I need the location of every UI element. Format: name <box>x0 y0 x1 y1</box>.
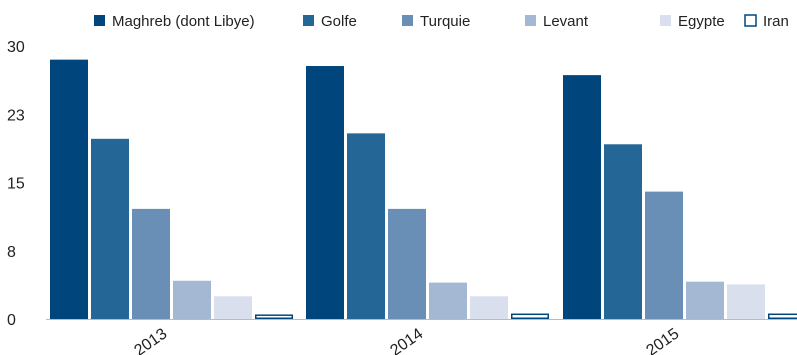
legend-label-2: Turquie <box>420 13 470 30</box>
bar-2014-0 <box>306 66 344 320</box>
bar-2014-1 <box>347 133 385 319</box>
legend-label-5: Iran <box>763 13 789 30</box>
bar-2014-2 <box>388 208 426 319</box>
y-tick-label-3: 23 <box>7 107 25 124</box>
bar-2013-0 <box>50 59 88 320</box>
y-tick-label-2: 15 <box>7 176 25 193</box>
bar-2015-3 <box>686 281 724 319</box>
legend-swatch-4 <box>660 15 671 26</box>
bar-2015-2 <box>645 191 683 319</box>
bar-2013-1 <box>91 138 129 319</box>
legend-label-1: Golfe <box>321 13 357 30</box>
x-tick-label-2015: 2015 <box>643 325 682 355</box>
legend-label-4: Egypte <box>678 13 725 30</box>
y-tick-label-1: 8 <box>7 244 16 261</box>
bars <box>50 59 797 320</box>
bar-2015-5 <box>768 313 797 320</box>
bar-2014-3 <box>429 282 467 319</box>
bar-2015-0 <box>563 75 601 320</box>
legend: Maghreb (dont Libye) Golfe Turquie Levant Eg… <box>94 13 789 30</box>
y-tick-label-0: 0 <box>7 312 16 329</box>
bar-2015-4 <box>727 284 765 319</box>
legend-label-3: Levant <box>543 13 589 30</box>
legend-swatch-5 <box>744 14 757 27</box>
bar-2014-4 <box>470 296 508 319</box>
bar-2013-2 <box>132 208 170 319</box>
legend-swatch-0 <box>94 15 105 26</box>
y-axis: 0 8 15 23 30 <box>7 39 25 329</box>
legend-label-0: Maghreb (dont Libye) <box>112 13 255 30</box>
bar-2015-1 <box>604 144 642 319</box>
legend-swatch-3 <box>525 15 536 26</box>
bar-2013-4 <box>214 296 252 319</box>
legend-swatch-2 <box>402 15 413 26</box>
x-tick-label-2013: 2013 <box>131 325 170 355</box>
bar-2014-5 <box>511 313 549 320</box>
bar-2013-5 <box>255 314 293 320</box>
x-tick-label-2014: 2014 <box>387 325 426 355</box>
legend-swatch-1 <box>303 15 314 26</box>
x-axis: 2013 2014 2015 <box>46 319 797 355</box>
y-tick-label-4: 30 <box>7 39 25 56</box>
bar-2013-3 <box>173 280 211 319</box>
